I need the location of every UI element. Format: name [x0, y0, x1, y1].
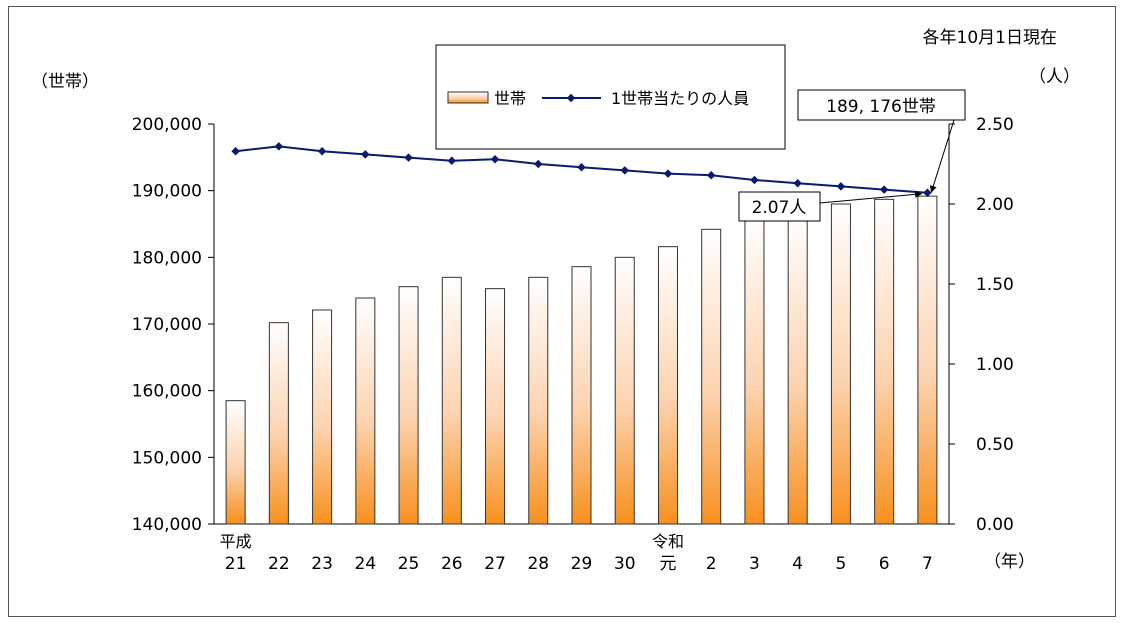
households-callout-arrow	[931, 120, 954, 192]
bar	[572, 267, 591, 524]
x-tick-label: 元	[659, 554, 676, 574]
line-point	[880, 185, 888, 193]
left-tick-label: 180,000	[132, 248, 202, 268]
line-point	[707, 171, 715, 179]
right-axis-unit: （人）	[1029, 67, 1080, 87]
left-tick-label: 160,000	[132, 382, 202, 402]
line-point	[793, 179, 801, 187]
x-tick-label: 26	[441, 554, 463, 574]
bar	[226, 401, 245, 524]
x-tick-label: 22	[268, 554, 290, 574]
x-tick-label: 30	[614, 554, 636, 574]
line-point	[361, 150, 369, 158]
bar	[486, 289, 505, 524]
legend-line-label: 1世帯当たりの人員	[611, 89, 749, 108]
chart-frame: 各年10月1日現在 （世帯） （人） （年） 世帯 1世帯当たりの人員 140,…	[8, 6, 1116, 617]
bar	[831, 204, 850, 524]
bar	[918, 196, 937, 524]
line-point	[837, 182, 845, 190]
x-tick-label: 21	[225, 554, 247, 574]
left-tick-label: 170,000	[132, 315, 202, 335]
bar	[745, 218, 764, 524]
left-tick-label: 150,000	[132, 448, 202, 468]
line-point	[750, 176, 758, 184]
x-era-label: 平成	[220, 532, 252, 551]
line-point	[534, 160, 542, 168]
bar	[702, 229, 721, 524]
line-point	[231, 147, 239, 155]
bar	[615, 257, 634, 524]
bar	[269, 323, 288, 524]
x-tick-label: 23	[311, 554, 333, 574]
x-era-label: 令和	[652, 532, 684, 551]
left-tick-label: 200,000	[132, 115, 202, 135]
line-point	[664, 169, 672, 177]
line-point	[318, 147, 326, 155]
x-tick-label: 27	[484, 554, 506, 574]
x-tick-label: 7	[922, 554, 933, 574]
left-axis-unit: （世帯）	[31, 72, 99, 92]
bar	[875, 199, 894, 524]
line-point	[275, 142, 283, 150]
right-tick-label: 0.00	[976, 515, 1014, 535]
line-point	[404, 153, 412, 161]
bar	[529, 277, 548, 524]
right-tick-label: 2.00	[976, 195, 1014, 215]
left-tick-label: 140,000	[132, 515, 202, 535]
persons-callout-text: 2.07人	[752, 198, 807, 218]
x-tick-label: 29	[571, 554, 593, 574]
legend: 世帯 1世帯当たりの人員	[436, 45, 785, 149]
x-tick-label: 28	[527, 554, 549, 574]
line-series	[231, 142, 931, 197]
legend-bar-swatch	[448, 92, 488, 103]
bar	[658, 247, 677, 524]
bar	[442, 277, 461, 524]
x-tick-label: 2	[706, 554, 717, 574]
bar	[313, 310, 332, 524]
household-chart: 各年10月1日現在 （世帯） （人） （年） 世帯 1世帯当たりの人員 140,…	[9, 7, 1117, 618]
x-tick-label: 6	[879, 554, 890, 574]
bar	[788, 215, 807, 524]
x-tick-label: 25	[398, 554, 420, 574]
legend-bar-label: 世帯	[494, 89, 526, 108]
x-tick-label: 5	[835, 554, 846, 574]
left-tick-label: 190,000	[132, 182, 202, 202]
x-tick-label: 3	[749, 554, 760, 574]
line-point	[491, 155, 499, 163]
right-tick-label: 1.50	[976, 275, 1014, 295]
persons-callout-arrow	[820, 194, 921, 203]
x-tick-label: 24	[355, 554, 377, 574]
x-tick-label: 4	[792, 554, 803, 574]
bar-series	[226, 196, 937, 524]
households-callout-text: 189, 176世帯	[826, 97, 936, 117]
right-tick-label: 1.00	[976, 355, 1014, 375]
bar	[399, 287, 418, 524]
bar	[356, 298, 375, 524]
line-point	[448, 157, 456, 165]
right-tick-label: 0.50	[976, 435, 1014, 455]
line-point	[620, 166, 628, 174]
right-tick-label: 2.50	[976, 115, 1014, 135]
line-point	[577, 163, 585, 171]
chart-note: 各年10月1日現在	[923, 28, 1057, 48]
x-axis-unit: （年）	[984, 552, 1035, 572]
